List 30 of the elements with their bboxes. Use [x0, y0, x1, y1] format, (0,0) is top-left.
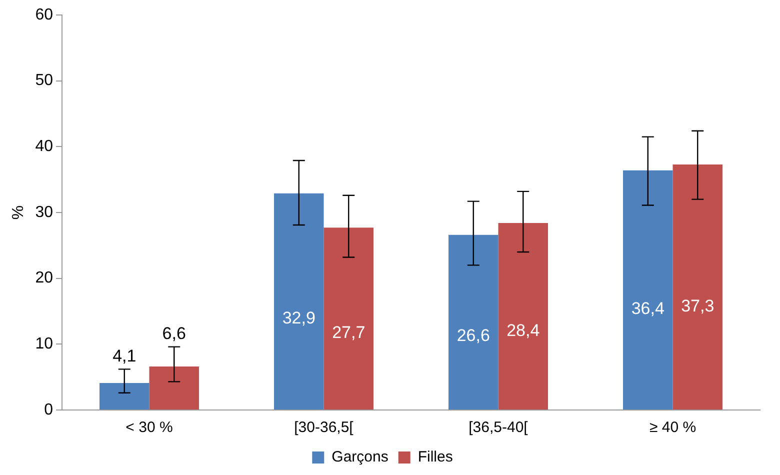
- bar: [274, 193, 324, 410]
- data-label: 28,4: [506, 320, 540, 340]
- data-label: 36,4: [631, 298, 664, 318]
- y-tick-label: 40: [35, 138, 54, 156]
- y-tick-label: 0: [44, 401, 54, 418]
- data-label: 26,6: [456, 326, 490, 345]
- bar: [448, 234, 498, 410]
- bar: [324, 228, 374, 410]
- bar: [498, 223, 548, 410]
- bar: [623, 170, 673, 410]
- x-tick-label: [30-36,5[: [294, 419, 354, 436]
- legend-label: Garçons: [332, 448, 388, 466]
- y-tick-label: 30: [35, 204, 54, 221]
- x-tick-label: [36,5-40[: [468, 419, 529, 436]
- y-tick-label: 10: [35, 336, 54, 353]
- data-label: 6,6: [162, 324, 186, 343]
- y-tick-label: 60: [35, 6, 54, 24]
- x-tick-label: ≥ 40 %: [649, 419, 696, 436]
- bar: [100, 383, 150, 410]
- data-label: 27,7: [332, 322, 366, 342]
- bar: [672, 164, 722, 410]
- data-label: 32,9: [282, 308, 316, 328]
- x-tick-label: < 30 %: [126, 419, 173, 436]
- bar: [149, 366, 199, 410]
- y-tick-label: 20: [35, 270, 54, 287]
- legend-label: Filles: [418, 448, 453, 466]
- y-tick-label: 50: [35, 72, 54, 90]
- y-axis-title: %: [10, 205, 28, 220]
- data-label: 37,3: [681, 296, 714, 316]
- data-label: 4,1: [112, 346, 136, 366]
